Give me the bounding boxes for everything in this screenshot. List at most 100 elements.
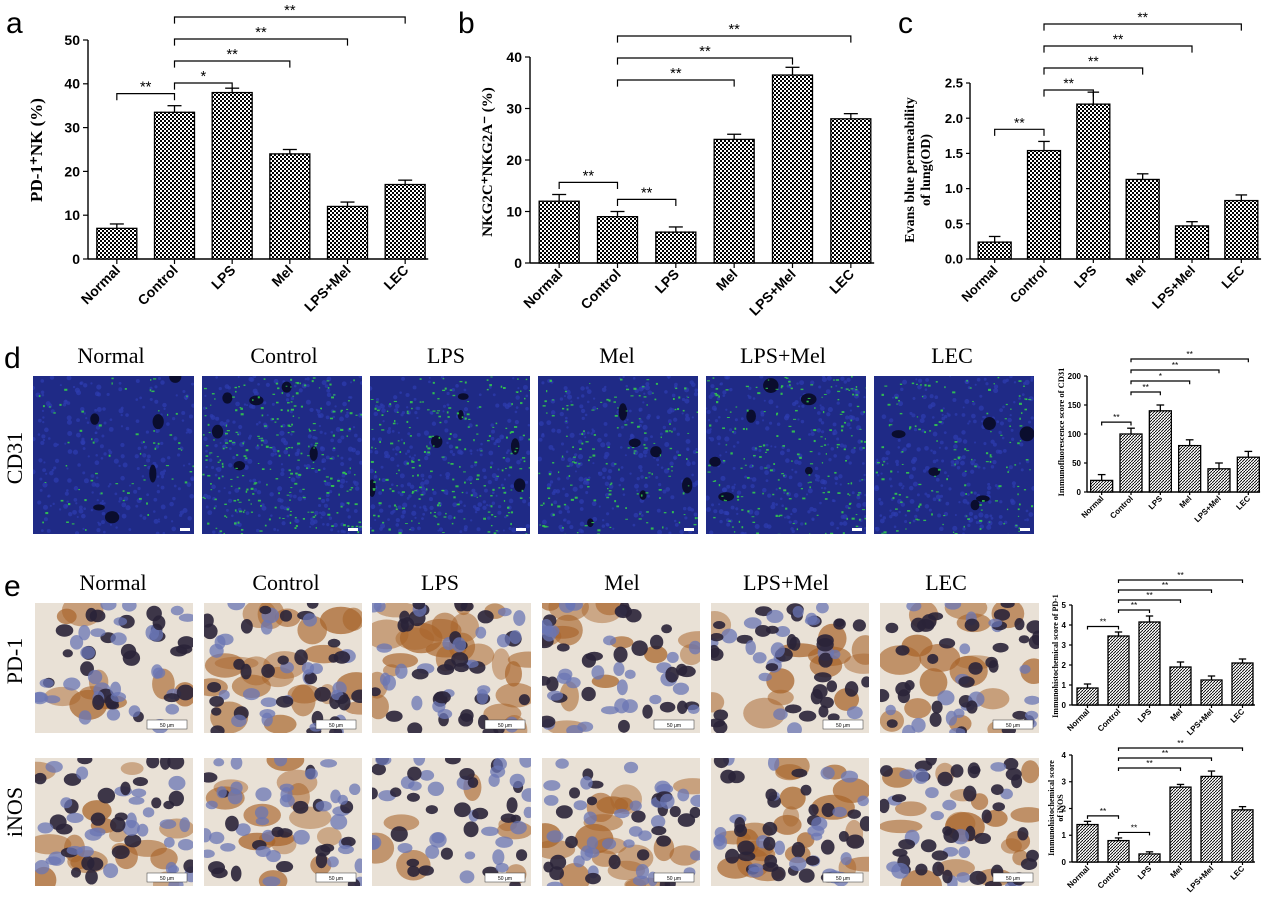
significance-bracket [616,79,735,87]
x-tick-label: LPS [1136,707,1154,725]
chart-a: 0 10 20 30 40 50 PD-1⁺NK (%) Normal Control LPS Me… [27,3,429,315]
x-tick-label: LEC [380,262,411,293]
y-tick-label: 30 [64,120,80,136]
significance-bracket [1117,589,1213,593]
significance-bracket [1086,625,1120,630]
y-tick-label: 20 [64,163,80,179]
panel-letter-b: b [458,7,475,40]
significance-bracket [1043,23,1242,31]
y-tick-label: 5 [1062,601,1067,610]
y-tick-label: 40 [64,76,80,92]
micrograph-cd31-mel [538,376,698,534]
bar-control [596,215,639,264]
x-tick-label: Mel [1123,263,1149,289]
significance-label: ** [255,25,267,41]
header-e-lec: LEC [925,570,967,595]
bar-normal [1076,687,1099,706]
bar-lps [1076,103,1111,260]
significance-bracket [1117,609,1151,613]
significance-bracket [616,198,677,206]
significance-bracket [558,181,619,190]
x-tick-label: Normal [1080,494,1106,520]
scale-bar-label: 50 μm [1006,723,1020,729]
micrograph-cd31-control [202,376,362,534]
significance-bracket [994,128,1045,136]
micrograph-pd-1-lec: 50 μm [880,603,1039,733]
y-tick-label: 2 [1062,661,1067,670]
significance-label: ** [1131,600,1138,610]
header-e-lpsmel: LPS+Mel [743,570,829,595]
y-tick-label: 10 [506,203,522,219]
bar-lec [1231,662,1254,706]
y-tick-label: 20 [506,152,522,168]
micrograph-inos-mel: 50 μm [542,758,700,886]
y-tick-label: 4 [1062,621,1067,630]
bar-lps-mel [1174,225,1210,260]
x-tick-label: LPS [1136,864,1154,882]
y-tick-label: 1 [1062,681,1067,690]
micrograph-pd-1-control: 50 μm [204,603,362,733]
bar-lps-mel [326,205,369,260]
y-tick-label: 0 [514,255,522,271]
significance-bracket [173,16,406,24]
micrographs-cd31 [33,376,1034,534]
bar-control [1119,433,1143,493]
significance-bracket [1101,421,1132,426]
y-tick-label: 30 [506,100,522,116]
x-tick-label: LPS+Mel [1185,707,1215,737]
x-tick-label: LEC [826,266,857,297]
scale-bar-label: 50 μm [836,723,850,729]
bar-lec [1224,199,1259,260]
panel-letter-e: e [4,570,21,603]
scale-bar-label: 50 μm [1006,876,1020,882]
bar-mel [713,138,755,264]
x-tick-label: LPS [652,266,683,297]
micrograph-inos-control: 50 μm [204,758,362,886]
x-tick-label: LPS+Mel [1185,864,1215,894]
bar-control [1107,635,1130,706]
x-tick-label: Control [1096,707,1122,733]
significance-bracket [1043,67,1144,75]
header-d-lps: LPS [427,343,465,368]
header-d-lpsmel: LPS+Mel [740,343,826,368]
significance-label: ** [1146,758,1153,768]
x-tick-label: LPS+Mel [746,266,799,319]
significance-label: ** [1177,570,1184,580]
x-tick-label: LPS [208,262,239,293]
x-tick-label: LPS+Mel [1149,263,1198,312]
x-tick-label: Normal [958,263,1000,305]
significance-label: ** [1162,748,1169,758]
y-tick-label: 0 [1062,701,1067,710]
x-tick-label: Normal [1065,707,1091,733]
significance-bracket [1086,815,1120,819]
scale-bar-label: 50 μm [498,876,512,882]
y-tick-label: 4 [1062,751,1067,760]
chart-c: 0.0 0.5 1.0 1.5 2.0 2.5 Evans blue permeabilit… [903,10,1262,312]
micrograph-pd-1-lps-mel: 50 μm [711,603,869,733]
significance-label: ** [1131,822,1138,832]
x-tick-label: LEC [1229,864,1247,882]
significance-label: ** [1113,32,1124,47]
y-tick-label: 40 [506,49,522,65]
significance-bracket [1130,369,1220,374]
x-tick-label: Mel [1178,494,1194,510]
significance-label: ** [1014,115,1025,130]
x-tick-label: LEC [1218,262,1247,291]
y-axis-label: Evans blue permeabilityof lung(OD) [903,97,934,242]
micrograph-cd31-lps-mel [706,376,866,534]
row-label-cd31: CD31 [2,432,27,485]
scale-bar-label: 50 μm [667,723,681,729]
micrograph-cd31-lps [370,376,530,534]
y-tick-label: 2 [1062,804,1067,813]
scale-bar-label: 50 μm [160,723,174,729]
header-d-mel: Mel [599,343,634,368]
bar-mel [1178,444,1202,493]
significance-bracket [1043,89,1094,97]
bar-lec [1236,456,1260,493]
micrographs-pd1: 50 μm 50 μm 50 μm 50 μm 50 μm 50 μm [35,603,1039,733]
x-tick-label: LEC [1229,707,1247,725]
scale-bar-label: 50 μm [498,723,512,729]
